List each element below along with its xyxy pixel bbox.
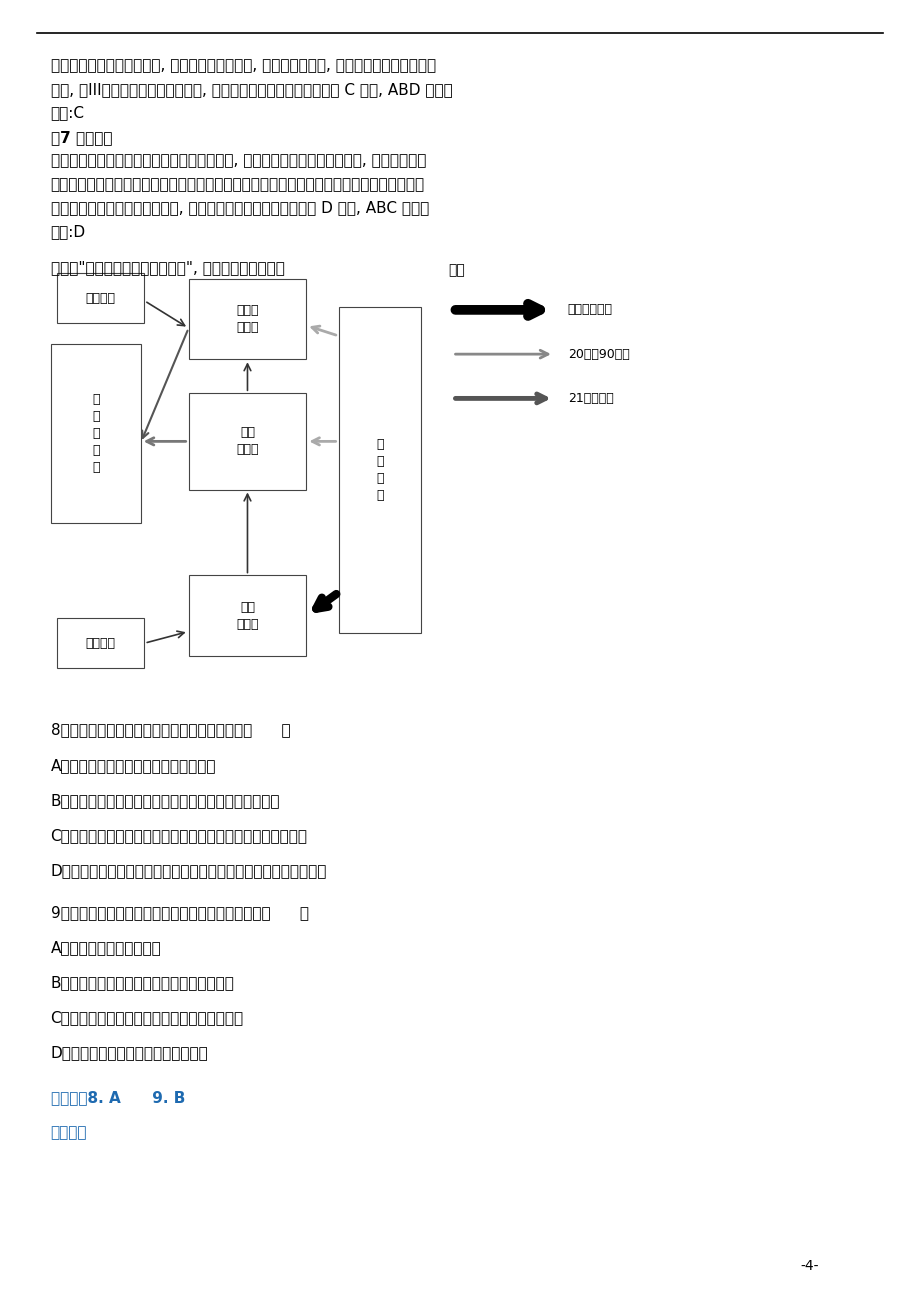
Text: 故选:C: 故选:C [51, 105, 85, 121]
Bar [188, 393, 306, 490]
Text: 改革开放初期: 改革开放初期 [567, 303, 612, 316]
Text: A．造成沿海地区人口外迁: A．造成沿海地区人口外迁 [51, 940, 161, 956]
Text: 中
西
部
地
区: 中 西 部 地 区 [92, 393, 99, 474]
Text: 20世纪90年代: 20世纪90年代 [567, 348, 629, 361]
Bar [51, 344, 141, 523]
Text: 【7 题详解】: 【7 题详解】 [51, 130, 112, 146]
Text: 【答案】8. A      9. B: 【答案】8. A 9. B [51, 1090, 185, 1105]
Text: 能对某一产业发展具有促进作用, 对三大产业的变化影响不大。故 D 正确, ABC 错误。: 能对某一产业发展具有促进作用, 对三大产业的变化影响不大。故 D 正确, ABC… [51, 201, 428, 216]
Bar [57, 618, 144, 668]
Bar [338, 307, 421, 633]
Text: C．对迁出地来说可能带来环境污染和生态破坏: C．对迁出地来说可能带来环境污染和生态破坏 [51, 1010, 244, 1026]
Text: D．产业转移必将导致原工业区的衰落: D．产业转移必将导致原工业区的衰落 [51, 1046, 208, 1061]
Text: 珠江
三角洲: 珠江 三角洲 [236, 600, 258, 631]
Bar [188, 575, 306, 656]
Text: 环渤海
经济区: 环渤海 经济区 [236, 303, 258, 335]
Text: C．目前，技术密集型和资金密集型产业大量转移至中西部地区: C．目前，技术密集型和资金密集型产业大量转移至中西部地区 [51, 828, 307, 844]
Text: 一般地区域工业化水平越低, 第一产业的比重越大, 工业化水平越高, 第一产业比重越小。由图: 一般地区域工业化水平越低, 第一产业的比重越大, 工业化水平越高, 第一产业比重… [51, 59, 436, 74]
Text: 海外产业: 海外产业 [85, 637, 116, 650]
Text: 社会经济的发展促进了工业化、城市化的发展, 从而导致产业结构的发生变化, 所以，推动区: 社会经济的发展促进了工业化、城市化的发展, 从而导致产业结构的发生变化, 所以，… [51, 154, 425, 169]
Text: 21世纪初期: 21世纪初期 [567, 392, 613, 405]
Bar [57, 273, 144, 323]
Text: 9．下列有关我国产业转移产生的影响叙述正确的是（      ）: 9．下列有关我国产业转移产生的影响叙述正确的是（ ） [51, 905, 308, 921]
Bar [188, 279, 306, 359]
Text: A．海外产业首先向我国沿海经济区转移: A．海外产业首先向我国沿海经济区转移 [51, 758, 216, 773]
Text: 域产业结构变化的主要动力是社会经济发展，。而计划生育政策、科技进步、对外开放程度可: 域产业结构变化的主要动力是社会经济发展，。而计划生育政策、科技进步、对外开放程度… [51, 177, 425, 193]
Text: 长江
三角洲: 长江 三角洲 [236, 426, 258, 457]
Text: 图例: 图例 [448, 263, 464, 277]
Text: 【解析】: 【解析】 [51, 1125, 87, 1141]
Text: 8．下列有关我国产业转移方向的叙述正确的是（      ）: 8．下列有关我国产业转移方向的叙述正确的是（ ） [51, 723, 289, 738]
Text: B．促进西部地区的矿产资源开发与经济发展: B．促进西部地区的矿产资源开发与经济发展 [51, 975, 234, 991]
Text: 海
外
产
业: 海 外 产 业 [376, 437, 383, 503]
Text: D．目前，劳动密集型产业大量向长三角经济区和环渤海经济区转移: D．目前，劳动密集型产业大量向长三角经济区和环渤海经济区转移 [51, 863, 326, 879]
Text: 可知, 在III阶段第一产业的比重最大, 说明该阶段工业化水平最低。故 C 正确, ABD 错误。: 可知, 在III阶段第一产业的比重最大, 说明该阶段工业化水平最低。故 C 正确… [51, 82, 452, 98]
Text: 海外产业: 海外产业 [85, 292, 116, 305]
Text: 故选:D: 故选:D [51, 224, 85, 240]
Text: B．海外产业向我国的转移，最初主要集中在环渤海区域: B．海外产业向我国的转移，最初主要集中在环渤海区域 [51, 793, 279, 809]
Text: -4-: -4- [800, 1259, 818, 1273]
Text: 下图为"中国产业转移线路示意图", 读图完成下列各题。: 下图为"中国产业转移线路示意图", 读图完成下列各题。 [51, 260, 284, 276]
